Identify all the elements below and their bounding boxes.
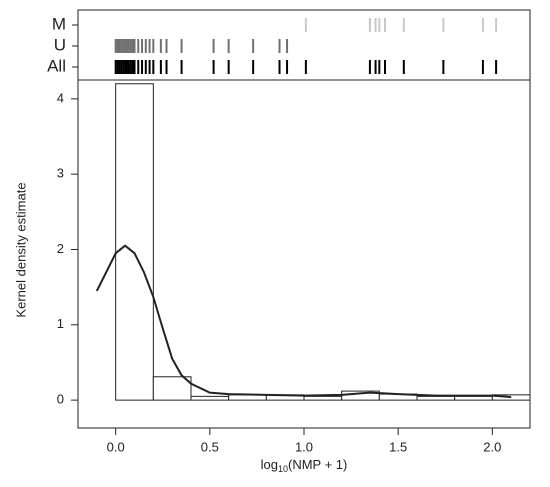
rug-label: M [52,14,66,33]
y-tick-label: 0 [57,392,64,407]
x-label-subscript: 10 [278,464,288,474]
y-tick-label: 1 [57,316,64,331]
x-label-base: log [261,457,278,472]
x-tick-label: 2.0 [483,439,501,454]
x-axis-label: log10(NMP + 1) [261,457,348,474]
rug-label: U [54,35,66,54]
histogram-bar [152,376,192,401]
histogram-bar [115,83,154,401]
histogram-bar [416,395,456,401]
histogram-bar [454,395,493,401]
x-tick-label: 0.0 [107,439,125,454]
x-tick-label: 1.0 [295,439,313,454]
y-tick-label: 3 [57,166,64,181]
y-axis-label: Kernel density estimate [13,182,28,317]
x-label-argument: (NMP + 1) [288,457,347,472]
y-tick-label: 4 [57,90,64,105]
rug-label: All [47,56,66,75]
histogram-bar [303,395,343,401]
density-line [95,244,512,399]
x-tick-label: 1.5 [389,439,407,454]
y-tick-label: 2 [57,241,64,256]
x-tick-label: 0.5 [201,439,219,454]
histogram-bar [190,395,230,401]
